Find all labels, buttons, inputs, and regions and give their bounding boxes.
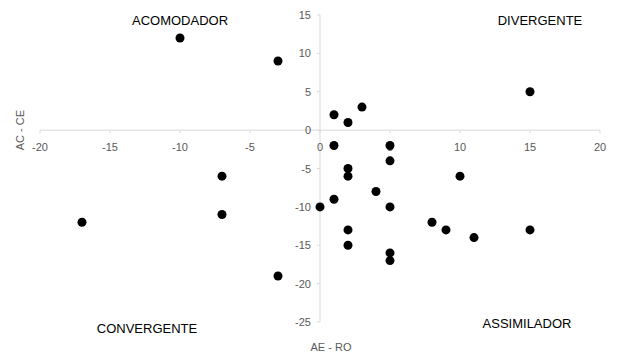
y-tick — [317, 168, 320, 169]
x-tick-label: 10 — [454, 141, 466, 153]
x-tick-label: 15 — [524, 141, 536, 153]
y-tick — [317, 283, 320, 284]
point — [442, 225, 451, 234]
chart-container: -20-15-10-505101520-25-20-15-10-5051015A… — [0, 0, 625, 364]
point — [330, 141, 339, 150]
point — [316, 202, 325, 211]
x-tick-label: -5 — [245, 141, 255, 153]
x-tick — [110, 130, 111, 133]
point — [526, 87, 535, 96]
point — [358, 103, 367, 112]
x-axis-line — [40, 130, 600, 131]
x-tick — [460, 130, 461, 133]
point — [344, 172, 353, 181]
y-tick-label: -20 — [295, 278, 311, 290]
point — [386, 202, 395, 211]
point — [386, 141, 395, 150]
x-tick-label: 0 — [317, 141, 323, 153]
point — [470, 233, 479, 242]
point — [218, 210, 227, 219]
y-tick — [317, 130, 320, 131]
x-tick — [40, 130, 41, 133]
quadrant-label: ASSIMILADOR — [483, 316, 572, 331]
y-tick — [317, 322, 320, 323]
y-axis-title: AC - CE — [14, 110, 26, 150]
y-tick-label: 5 — [305, 86, 311, 98]
point — [330, 110, 339, 119]
y-tick-label: -25 — [295, 316, 311, 328]
quadrant-label: ACOMODADOR — [132, 13, 228, 28]
y-tick — [317, 91, 320, 92]
point — [386, 156, 395, 165]
point — [176, 34, 185, 43]
x-tick-label: -15 — [102, 141, 118, 153]
y-tick-label: -15 — [295, 239, 311, 251]
point — [330, 195, 339, 204]
point — [78, 218, 87, 227]
x-tick-label: 20 — [594, 141, 606, 153]
point — [386, 256, 395, 265]
point — [372, 187, 381, 196]
y-tick-label: 15 — [299, 9, 311, 21]
x-axis-title: AE - RO — [311, 341, 352, 353]
x-tick — [250, 130, 251, 133]
axes: -20-15-10-505101520-25-20-15-10-5051015 — [32, 9, 606, 328]
point — [456, 172, 465, 181]
y-tick-label: 0 — [305, 124, 311, 136]
points — [78, 34, 535, 281]
point — [274, 271, 283, 280]
y-tick — [317, 53, 320, 54]
point — [218, 172, 227, 181]
quadrant-label: DIVERGENTE — [498, 13, 583, 28]
x-tick-label: -10 — [172, 141, 188, 153]
x-tick — [530, 130, 531, 133]
y-tick-label: -5 — [301, 163, 311, 175]
y-tick — [317, 245, 320, 246]
x-tick — [600, 130, 601, 133]
y-tick — [317, 15, 320, 16]
x-tick — [390, 130, 391, 133]
quadrant-label: CONVERGENTE — [97, 321, 198, 336]
point — [344, 225, 353, 234]
point — [274, 57, 283, 66]
x-tick — [180, 130, 181, 133]
point — [344, 118, 353, 127]
point — [344, 164, 353, 173]
y-tick-label: 10 — [299, 47, 311, 59]
y-tick-label: -10 — [295, 201, 311, 213]
point — [344, 241, 353, 250]
x-tick-label: -20 — [32, 141, 48, 153]
point — [526, 225, 535, 234]
chart-svg: -20-15-10-505101520-25-20-15-10-5051015A… — [0, 0, 625, 364]
point — [386, 248, 395, 257]
point — [428, 218, 437, 227]
